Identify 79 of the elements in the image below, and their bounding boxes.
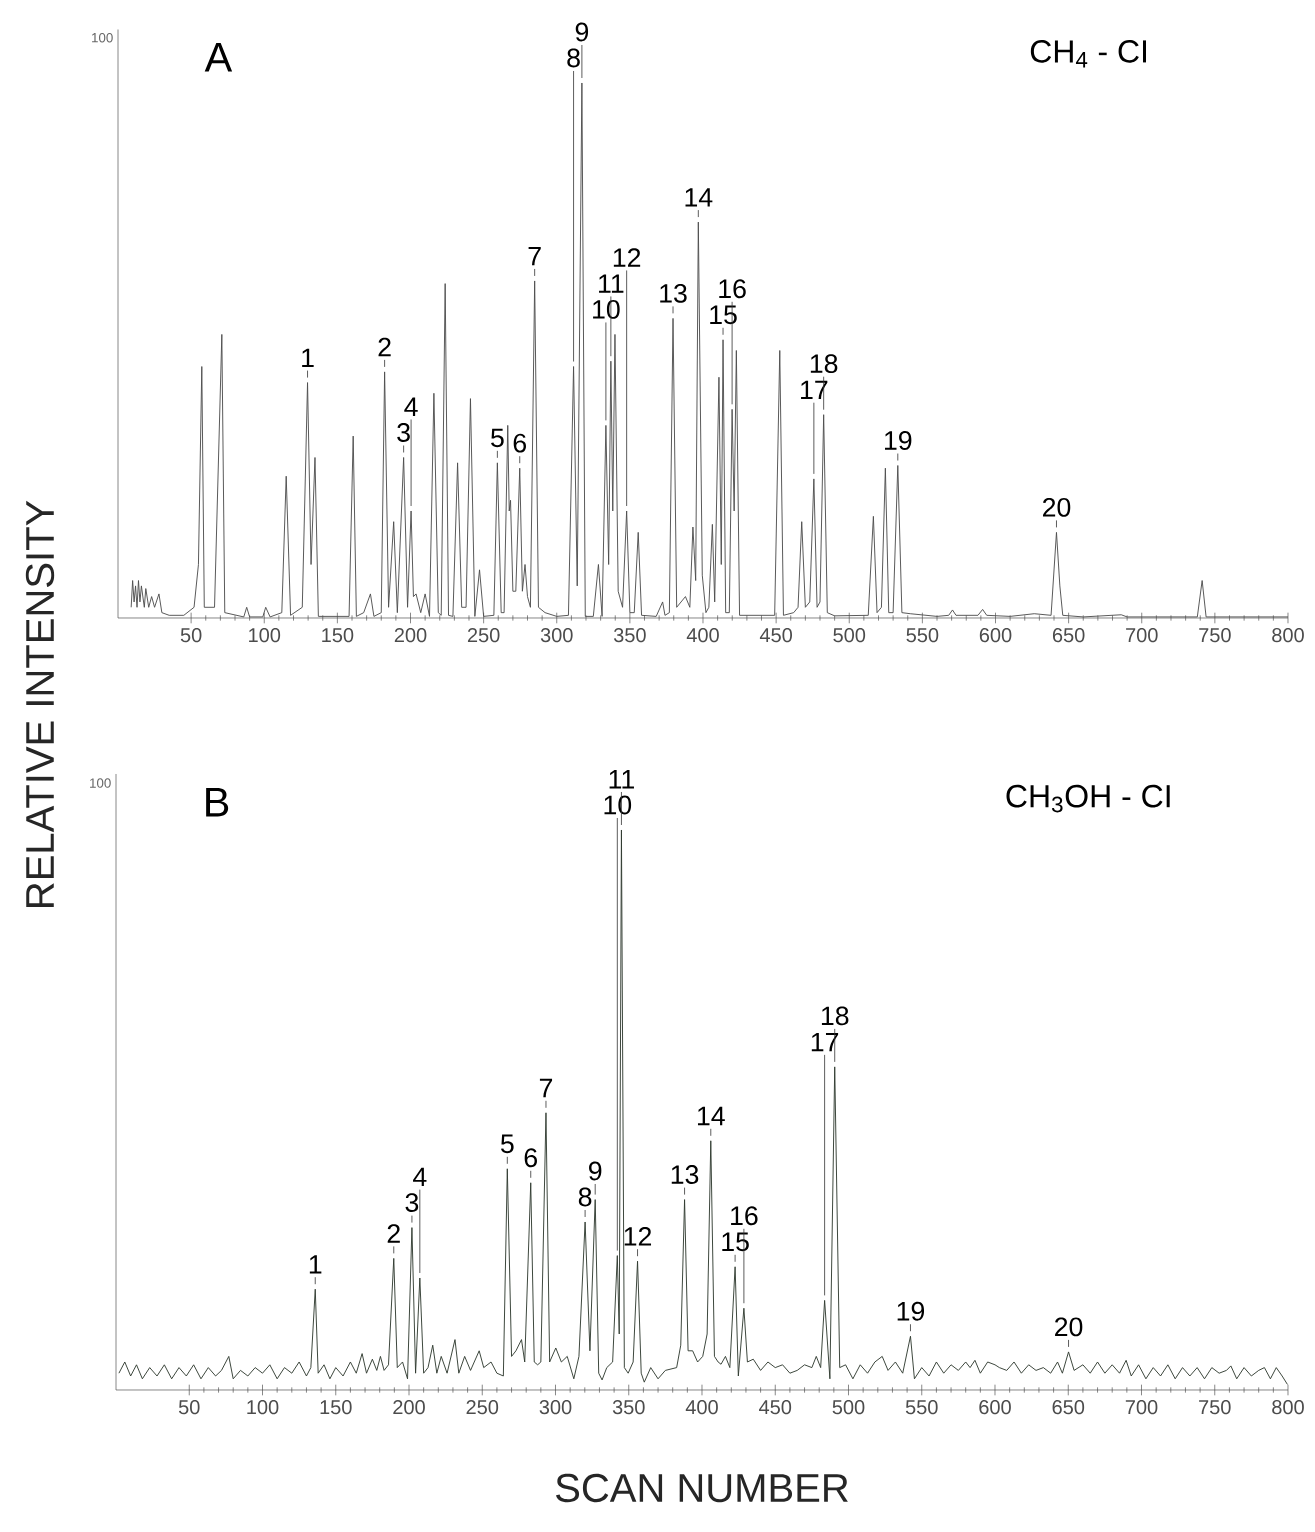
chart-title: A — [204, 43, 233, 72]
annotation: 18 — [821, 1006, 849, 1026]
annotation: 8 — [578, 1187, 592, 1207]
chart-subtitle: CH$_{4}$ - CI — [1030, 40, 1147, 68]
x-tick-label: 600 — [979, 1400, 1011, 1415]
annotation: 18 — [810, 354, 838, 374]
annotation: 19 — [885, 431, 912, 450]
annotation: 20 — [1042, 497, 1071, 517]
x-tick-label: 250 — [466, 1400, 499, 1415]
text: 100 — [90, 778, 111, 788]
annotation: 12 — [613, 248, 641, 267]
annotation: 17 — [801, 380, 828, 400]
annotation: 3 — [397, 423, 410, 442]
annotation: 2 — [387, 1224, 400, 1243]
annotation: 11 — [609, 770, 634, 789]
x-tick-label: 300 — [539, 1400, 572, 1415]
x-tick-label: 200 — [393, 1400, 425, 1415]
annotation: 15 — [722, 1232, 749, 1252]
annotation: 15 — [710, 305, 737, 325]
annotation: 9 — [589, 1161, 602, 1181]
x-tick-label: 50 — [178, 1400, 200, 1415]
annotation: 3 — [405, 1193, 419, 1212]
annotation: 13 — [671, 1165, 699, 1184]
annotation: 17 — [811, 1032, 839, 1052]
x-tick-label: 650 — [1052, 1400, 1085, 1415]
x-tick-label: 100 — [249, 628, 281, 643]
x-tick-label: 650 — [1052, 628, 1085, 643]
x-tick-label: 50 — [180, 628, 202, 643]
x-tick-label: 500 — [833, 628, 866, 643]
annotation: 5 — [491, 428, 504, 448]
x-tick-label: 750 — [1199, 1400, 1231, 1415]
chart-subtitle: CH$_{3}$OH - CI — [1006, 784, 1170, 813]
annotation: 7 — [539, 1078, 553, 1098]
x-tick-label: 750 — [1199, 628, 1231, 643]
x-tick-label: 350 — [613, 628, 646, 643]
x-tick-label: 550 — [905, 1400, 938, 1415]
annotation: 12 — [624, 1226, 652, 1246]
x-tick-label: 250 — [467, 628, 500, 643]
x-tick-label: 450 — [759, 1400, 792, 1415]
x-tick-label: 450 — [759, 628, 793, 643]
x-tick-label: 400 — [686, 628, 719, 643]
annotation: 14 — [685, 188, 713, 207]
x-tick-label: 600 — [979, 628, 1012, 643]
annotation: 4 — [413, 1167, 427, 1186]
x-tick-label: 800 — [1272, 1400, 1304, 1415]
x-tick-label: 700 — [1126, 628, 1158, 643]
annotation: 8 — [567, 48, 580, 68]
annotation: 1 — [309, 1255, 322, 1274]
annotation: 11 — [599, 274, 624, 293]
annotation: 16 — [719, 279, 746, 299]
x-tick-label: 350 — [612, 1400, 645, 1415]
x-tick-label: 700 — [1125, 1400, 1158, 1415]
chart-title: B — [206, 787, 229, 817]
annotation: 5 — [500, 1134, 514, 1154]
annotation: 16 — [731, 1206, 758, 1226]
x-tick-label: 150 — [320, 1400, 352, 1415]
annotation: 6 — [513, 433, 526, 453]
text: 100 — [92, 33, 113, 43]
annotation: 14 — [697, 1106, 725, 1126]
annotation: 1 — [302, 348, 314, 367]
x-tick-label: 150 — [322, 628, 354, 643]
x-tick-label: 300 — [540, 628, 573, 643]
y-axis-title: RELATIVE INTENSITY — [25, 500, 55, 907]
annotation: 13 — [660, 283, 687, 303]
annotation: 6 — [524, 1148, 537, 1168]
annotation: 10 — [593, 299, 620, 319]
x-tick-label: 550 — [906, 628, 939, 643]
annotation: 9 — [575, 22, 589, 42]
annotation: 4 — [404, 397, 418, 416]
x-axis-title: SCAN NUMBER — [556, 1473, 848, 1503]
x-tick-label: 400 — [685, 1400, 718, 1415]
x-tick-label: 800 — [1272, 628, 1304, 643]
annotation: 2 — [378, 337, 391, 357]
x-tick-label: 200 — [394, 628, 427, 643]
x-tick-label: 500 — [832, 1400, 865, 1415]
x-tick-label: 100 — [247, 1400, 279, 1415]
annotation: 19 — [897, 1301, 925, 1321]
annotation: 20 — [1055, 1317, 1083, 1337]
annotation: 7 — [528, 247, 541, 266]
